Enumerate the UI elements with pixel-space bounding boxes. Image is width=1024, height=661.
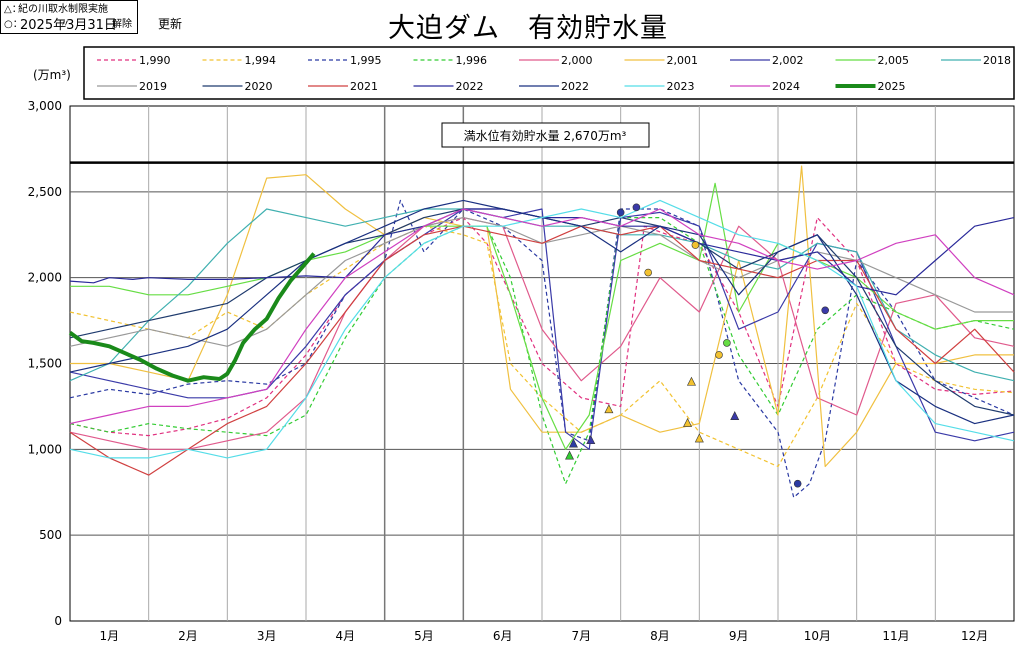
series-line-y2023	[69, 199, 1015, 459]
y-unit-label: (万m³)	[33, 68, 71, 82]
restrict-marker	[683, 417, 693, 427]
y-tick-label: 1,500	[28, 357, 62, 371]
series-line-y2024	[69, 208, 1015, 425]
release-marker	[632, 203, 641, 212]
legend-label-y2024: 2024	[772, 80, 800, 93]
y-tick-label: 2,500	[28, 185, 62, 199]
restrict-marker	[565, 450, 575, 460]
legend-label-y2019: 2019	[139, 80, 167, 93]
series-line-y2000	[69, 217, 1015, 450]
legend-note-box: △： 紀の川取水制限実施 ○： 〃 解除	[0, 0, 138, 34]
y-tick-label: 0	[54, 614, 62, 628]
release-marker	[616, 208, 625, 217]
legend-label-y2018: 2018	[983, 54, 1011, 67]
x-tick-label: 9月	[729, 629, 749, 643]
series-line-y2025	[68, 252, 316, 383]
y-tick-label: 500	[39, 528, 62, 542]
series-line-y1996	[69, 217, 1015, 485]
release-marker	[715, 351, 723, 359]
full-capacity-label: 満水位有効貯水量 2,670万m³	[464, 128, 627, 143]
event-markers	[565, 203, 830, 488]
y-tick-label: 1,000	[28, 442, 62, 456]
series-lines	[68, 165, 1015, 498]
release-marker	[723, 339, 731, 347]
legend-label-y2022a: 2022	[456, 80, 484, 93]
legend-label-y1995: 1,995	[350, 54, 382, 67]
legend-label-y2000: 2,000	[561, 54, 593, 67]
x-tick-label: 10月	[804, 629, 831, 643]
legend-label-y2005: 2,005	[878, 54, 910, 67]
legend-label-y2022b: 2022	[561, 80, 589, 93]
y-tick-label: 2,000	[28, 271, 62, 285]
series-line-y2001	[70, 165, 1014, 468]
x-tick-label: 7月	[572, 629, 592, 643]
chart-title: 大迫ダム 有効貯水量	[388, 13, 668, 44]
legend: (万m³) 1,990 1,994 1,995 1,996 2,000 2,001 2,002…	[33, 46, 1015, 100]
x-tick-label: 12月	[961, 629, 988, 643]
legend-label-y2023: 2023	[667, 80, 695, 93]
x-tick-label: 8月	[650, 629, 670, 643]
restrict-marker	[686, 376, 696, 386]
x-tick-label: 11月	[882, 629, 909, 643]
legend-label-y2021: 2021	[350, 80, 378, 93]
legend-label-y1990: 1,990	[139, 54, 171, 67]
y-tick-label: 3,000	[28, 99, 62, 113]
update-date: 2025年3月31日	[20, 18, 117, 33]
restrict-marker	[586, 435, 596, 445]
restrict-marker	[568, 438, 578, 448]
x-tick-label: 3月	[257, 629, 277, 643]
release-mark: ○：	[4, 19, 23, 30]
series-line-y1994	[69, 225, 1015, 468]
release-marker	[793, 479, 802, 488]
legend-label-y2001: 2,001	[667, 54, 699, 67]
update-label: 更新	[158, 17, 183, 31]
legend-label-y2002: 2,002	[772, 54, 804, 67]
legend-label-y1996: 1,996	[456, 54, 488, 67]
chart-axes: 0 500 1,000 1,500 2,000 2,500 3,000 1月 2月 3月 4月 5月 6…	[28, 99, 1015, 643]
x-tick-label: 2月	[178, 629, 198, 643]
restrict-mark: △：	[4, 4, 22, 15]
legend-label-y1994: 1,994	[245, 54, 277, 67]
release-marker	[644, 268, 653, 277]
restrict-note: 紀の川取水制限実施	[18, 4, 108, 15]
legend-label-y2025: 2025	[878, 80, 906, 93]
x-tick-label: 6月	[493, 629, 513, 643]
release-marker	[821, 306, 830, 315]
x-tick-label: 1月	[100, 629, 120, 643]
release-ditto: 〃	[60, 19, 70, 30]
series-line-y1990	[69, 217, 1015, 437]
legend-label-y2020: 2020	[245, 80, 273, 93]
restrict-marker	[730, 411, 740, 421]
x-tick-label: 5月	[414, 629, 434, 643]
x-tick-label: 4月	[336, 629, 356, 643]
legend-frame	[83, 46, 1015, 100]
full-capacity-box	[441, 122, 650, 148]
release-marker	[691, 241, 700, 249]
restrict-marker	[694, 433, 704, 443]
release-note: 解除	[112, 19, 132, 30]
restrict-marker	[604, 404, 614, 414]
